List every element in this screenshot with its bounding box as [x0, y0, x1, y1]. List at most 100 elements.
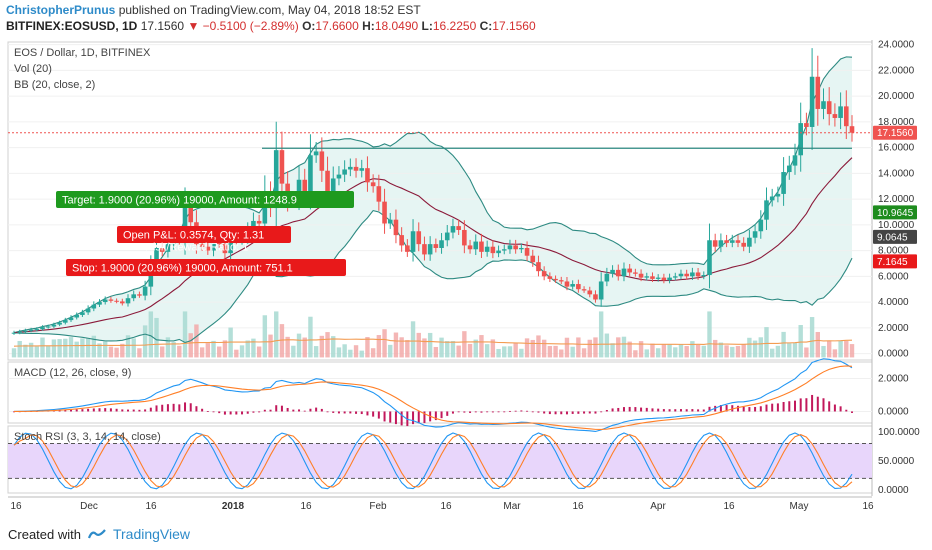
volume-bar — [564, 337, 570, 358]
macd-hist-bar — [206, 411, 209, 412]
macd-hist-bar — [343, 411, 346, 414]
volume-bar — [319, 335, 325, 358]
volume-bar — [285, 336, 290, 358]
macd-hist-bar — [554, 411, 557, 415]
created-with-text: Created with — [8, 526, 81, 542]
macd-hist-bar — [497, 411, 500, 413]
macd-hist-bar — [98, 408, 101, 412]
macd-hist-bar — [748, 407, 751, 412]
volume-bar — [393, 332, 399, 358]
candle-body — [570, 284, 575, 287]
macd-hist-bar — [389, 411, 392, 423]
volume-bar — [507, 346, 513, 358]
macd-hist-bar — [605, 409, 608, 412]
macd-hist-bar — [144, 409, 147, 412]
macd-hist-bar — [651, 408, 654, 412]
author-link[interactable]: ChristopherPrunus — [6, 3, 116, 17]
price-tag-label: 10.9645 — [877, 208, 914, 219]
volume-bar — [108, 346, 114, 358]
volume-bar — [655, 348, 661, 358]
volume-bar — [17, 340, 22, 358]
macd-hist-bar — [394, 411, 397, 425]
bb-lower-line — [13, 209, 853, 344]
macd-signal-line — [13, 365, 853, 431]
macd-hist-bar — [805, 398, 808, 412]
volume-bar — [222, 340, 228, 358]
macd-hist-bar — [377, 411, 380, 419]
macd-hist-bar — [491, 411, 494, 413]
volume-bar — [530, 339, 535, 358]
volume-bar — [137, 348, 142, 358]
macd-hist-bar — [75, 409, 78, 412]
volume-bar — [513, 343, 518, 358]
volume-bar — [559, 349, 564, 358]
price-tick-label: 6.0000 — [878, 271, 909, 282]
macd-hist-bar — [531, 411, 534, 413]
candle-body — [365, 168, 370, 183]
candle-body — [826, 101, 832, 115]
macd-hist-bar — [269, 409, 272, 412]
bb-basis-line — [13, 157, 853, 334]
volume-bar — [730, 346, 735, 358]
volume-bar — [541, 339, 547, 358]
volume-bar — [388, 344, 393, 358]
close-value: 17.1560 — [492, 19, 536, 33]
symbol-line: BITFINEX:EOSUSD, 1D 17.1560 ▼ −0.5100 (−… — [6, 19, 536, 33]
candle-body — [348, 166, 353, 170]
macd-hist-bar — [155, 405, 158, 412]
candle-body — [553, 278, 558, 281]
volume-bar — [821, 345, 826, 358]
volume-bar — [68, 337, 74, 358]
candle-body — [610, 269, 615, 274]
candle-body — [262, 192, 268, 224]
macd-hist-bar — [571, 411, 574, 414]
macd-hist-bar — [503, 411, 506, 413]
volume-bar — [336, 347, 342, 358]
volume-bar — [576, 337, 581, 358]
candle-body — [416, 231, 422, 245]
candle-body — [684, 273, 689, 277]
macd-hist-bar — [845, 409, 848, 412]
volume-bar — [177, 345, 182, 358]
macd-hist-bar — [463, 411, 466, 413]
candle-body — [148, 266, 154, 287]
macd-hist-bar — [412, 411, 415, 425]
tradingview-brand[interactable]: TradingView — [112, 526, 191, 542]
volume-bar — [28, 342, 34, 358]
candle-body — [633, 272, 638, 274]
macd-hist-bar — [742, 406, 745, 412]
candle-body — [490, 246, 496, 254]
vol-indicator-label: Vol (20) — [14, 63, 52, 75]
volume-bar — [34, 346, 40, 358]
volume-bar — [211, 340, 216, 358]
candle-body — [308, 155, 313, 193]
volume-bar — [638, 341, 644, 358]
candle-body — [815, 76, 821, 109]
chart-canvas[interactable]: 0.0000 2.0000 4.0000 6.0000 8.0000 10.0000 12.… — [0, 38, 932, 514]
macd-hist-bar — [634, 407, 637, 412]
volume-bar — [359, 350, 364, 358]
macd-hist-bar — [691, 409, 694, 412]
macd-hist-bar — [440, 411, 443, 419]
candle-body — [205, 246, 211, 251]
price-tick-label: 0.0000 — [878, 349, 909, 360]
volume-bar — [621, 336, 627, 358]
macd-hist-bar — [104, 408, 107, 412]
price-tag — [873, 254, 917, 269]
volume-bar — [673, 347, 678, 358]
volume-bar — [382, 329, 387, 358]
macd-hist-bar — [355, 411, 358, 414]
time-tick-label: Apr — [650, 501, 666, 512]
candle-body — [547, 276, 553, 279]
close-label: C: — [479, 19, 493, 33]
candle-body — [45, 326, 51, 328]
volume-bar — [524, 338, 530, 358]
volume-bar — [775, 345, 781, 358]
macd-hist-bar — [292, 409, 295, 412]
stoch-d-line — [13, 434, 853, 488]
volume-bar — [667, 344, 672, 358]
macd-hist-bar — [417, 411, 420, 424]
target-note-text: Target: 1.9000 (20.96%) 19000, Amount: 1… — [62, 195, 297, 207]
candle-body — [63, 320, 68, 323]
volume-bar — [593, 337, 598, 358]
